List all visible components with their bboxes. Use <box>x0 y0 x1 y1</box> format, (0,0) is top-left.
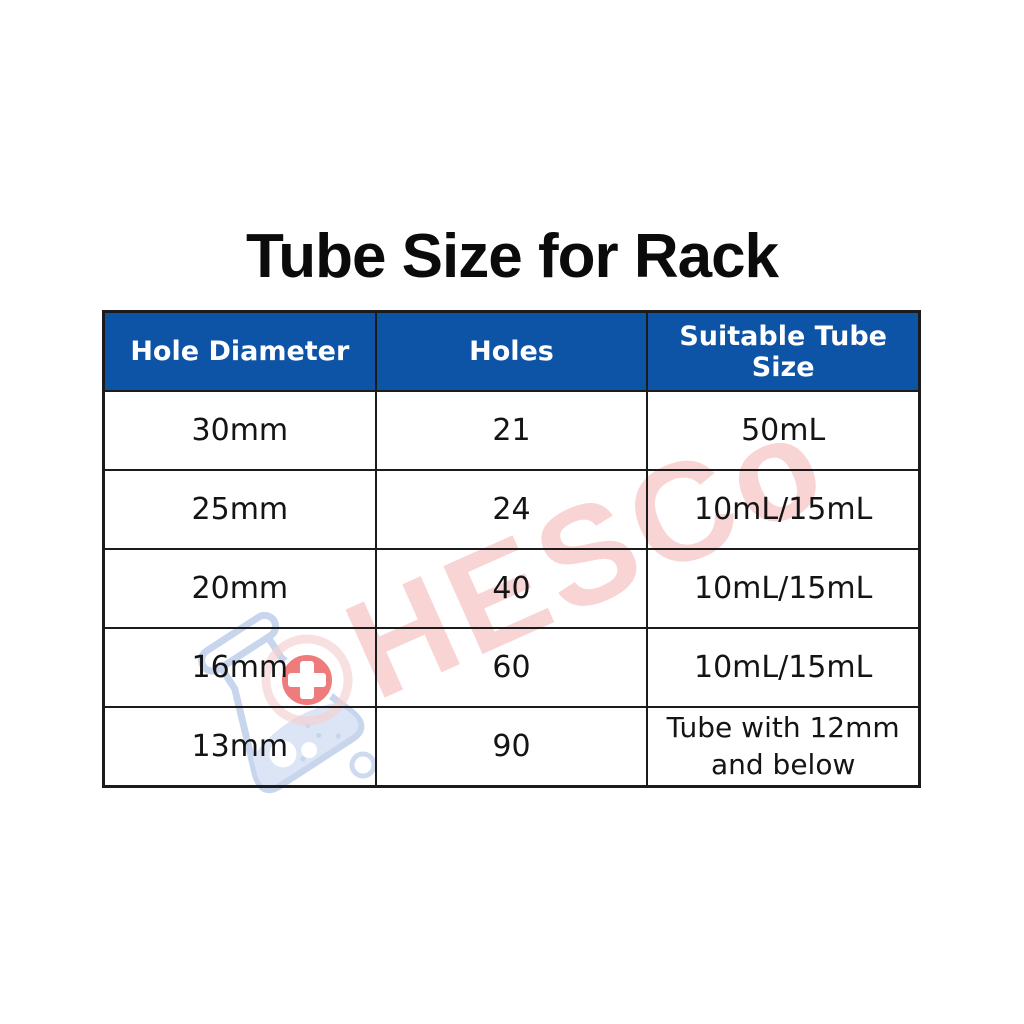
header-cell-holes: Holes <box>374 310 649 392</box>
cell-tube-size: 10mL/15mL <box>646 627 921 708</box>
cell-hole-diameter: 13mm <box>102 706 377 788</box>
cell-tube-size: 10mL/15mL <box>646 469 921 550</box>
cell-hole-diameter: 16mm <box>102 627 377 708</box>
cell-holes: 90 <box>374 706 649 788</box>
table-row: 16mm 60 10mL/15mL <box>102 627 921 708</box>
page-title: Tube Size for Rack <box>245 222 779 291</box>
cell-hole-diameter: 20mm <box>102 548 377 629</box>
cell-tube-size: 50mL <box>646 390 921 471</box>
header-cell-suitable-tube-size: Suitable Tube Size <box>646 310 921 392</box>
table-header-row: Hole Diameter Holes Suitable Tube Size <box>102 310 921 392</box>
table-row: 13mm 90 Tube with 12mm and below <box>102 706 921 788</box>
cell-tube-size: Tube with 12mm and below <box>646 706 921 788</box>
cell-holes: 60 <box>374 627 649 708</box>
table-row: 20mm 40 10mL/15mL <box>102 548 921 629</box>
table-row: 25mm 24 10mL/15mL <box>102 469 921 550</box>
cell-holes: 21 <box>374 390 649 471</box>
table-row: 30mm 21 50mL <box>102 390 921 471</box>
cell-hole-diameter: 30mm <box>102 390 377 471</box>
cell-hole-diameter: 25mm <box>102 469 377 550</box>
header-cell-hole-diameter: Hole Diameter <box>102 310 377 392</box>
cell-holes: 24 <box>374 469 649 550</box>
cell-tube-size: 10mL/15mL <box>646 548 921 629</box>
cell-holes: 40 <box>374 548 649 629</box>
tube-size-table: Hole Diameter Holes Suitable Tube Size 3… <box>102 310 921 788</box>
